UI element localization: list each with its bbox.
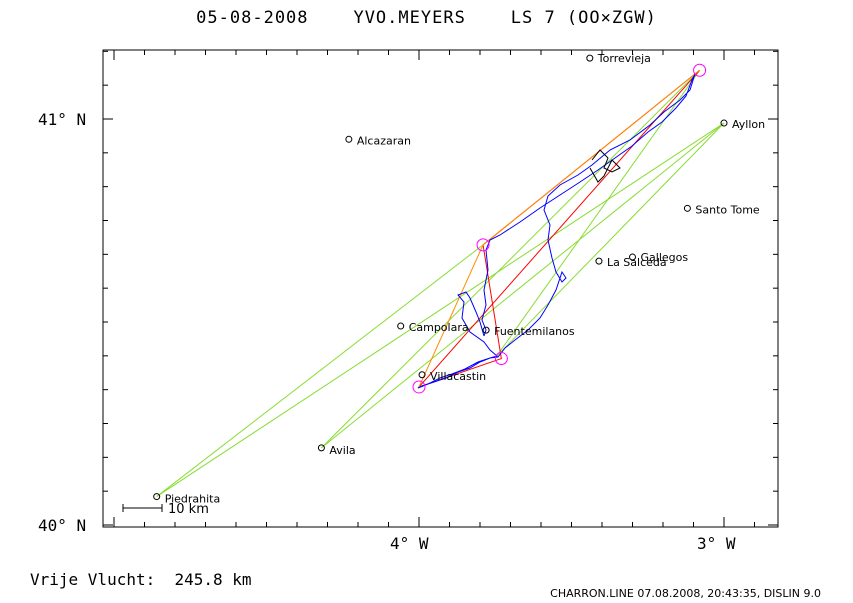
place-label: Alcazaran: [357, 134, 411, 147]
page-title: 05-08-2008 YVO.MEYERS LS 7 (OO×ZGW): [196, 8, 657, 28]
place-marker: [397, 322, 405, 330]
places-layer: Torrevieja Alcazaran Ayllon Santo Tome Galle…: [153, 52, 765, 506]
place-marker: [586, 54, 594, 62]
place-marker: [595, 257, 603, 265]
flight-track: [417, 73, 696, 389]
lat-label-41n: 41° N: [38, 110, 86, 129]
sector-line: [321, 69, 700, 449]
turnpoints-layer: [412, 63, 707, 394]
map-frame: [102, 49, 779, 528]
footer-credit: CHARRON.LINE 07.08.2008, 20:43:35, DISLI…: [550, 587, 821, 600]
place-marker: [629, 253, 636, 261]
scale-bar: 10 km: [122, 502, 209, 517]
place-marker: [418, 371, 426, 379]
turnpoint-marker: [476, 238, 490, 252]
place-label: Santo Tome: [695, 203, 760, 216]
place-marker: [683, 204, 691, 212]
sector-line: [321, 122, 725, 449]
place-label: Ayllon: [732, 118, 765, 131]
place-label: Avila: [329, 444, 355, 457]
place-label: Campolara: [409, 321, 469, 334]
lon-label-3w: 3° W: [697, 534, 736, 553]
place-label: Fuentemilanos: [494, 325, 575, 338]
track-line: [417, 73, 696, 389]
track-scribble: [589, 149, 621, 183]
place-marker: [153, 493, 161, 501]
scale-bar-label: 10 km: [168, 502, 209, 517]
sector-line: [495, 122, 725, 358]
distance-label: Vrije Vlucht: 245.8 km: [30, 570, 252, 589]
sector-line: [495, 69, 701, 358]
place-label: Gallegos: [641, 251, 689, 264]
place-marker: [317, 444, 325, 452]
turnpoint-marker: [693, 63, 707, 77]
lat-label-40n: 40° N: [38, 516, 86, 535]
place-label: Piedrahita: [165, 493, 221, 506]
place-label: La Salceda: [607, 256, 667, 269]
sector-line: [156, 244, 484, 497]
place-label: Torrevieja: [597, 52, 651, 65]
lon-label-4w: 4° W: [390, 534, 429, 553]
place-marker: [720, 119, 728, 127]
turnpoint-marker: [494, 352, 508, 366]
place-marker: [345, 135, 353, 143]
task-lines: [417, 69, 700, 389]
turnpoint-marker: [412, 380, 426, 394]
place-marker: [482, 326, 490, 334]
sector-lines: [156, 69, 725, 497]
optimized-line: [418, 69, 700, 388]
map-ticks: [103, 50, 778, 527]
sector-line: [156, 122, 725, 497]
place-label: Villacastin: [430, 370, 486, 383]
